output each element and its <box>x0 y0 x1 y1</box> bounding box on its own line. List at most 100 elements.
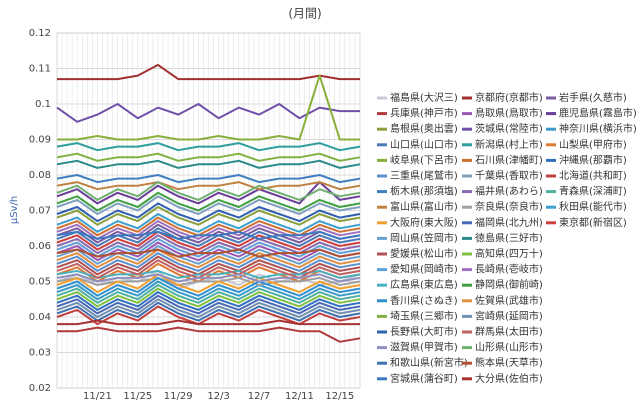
series-line <box>56 248 361 269</box>
series-line <box>57 63 360 81</box>
legend-label: 群馬県(太田市) <box>475 325 543 338</box>
legend-label: 茨城県(常陸市) <box>475 122 543 135</box>
y-tick-label: 0.07 <box>29 206 51 217</box>
legend-label: 広島県(東広島) <box>390 278 458 291</box>
x-tick-label: 11/29 <box>164 391 193 400</box>
x-tick-label: 12/3 <box>207 391 229 400</box>
legend-label: 静岡県(御前崎) <box>475 278 543 291</box>
series-line <box>56 280 361 301</box>
legend-label: 和歌山県(新宮市) <box>390 356 468 369</box>
legend-label: 宮城県(蒲谷町) <box>390 372 458 385</box>
legend-label: 愛知県(岡崎市) <box>390 263 458 276</box>
legend-label: 鹿児島県(霧島市) <box>559 107 637 120</box>
series-line <box>56 202 361 223</box>
legend-label: 山形県(山形市) <box>475 341 543 354</box>
y-tick-label: 0.06 <box>29 241 51 252</box>
y-tick-label: 0.12 <box>29 28 51 39</box>
x-tick-label: 12/15 <box>325 391 354 400</box>
legend-label: 福岡県(北九州) <box>475 216 543 229</box>
series-line <box>56 276 361 286</box>
legend-label: 埼玉県(三郷市) <box>390 309 458 322</box>
legend-label: 沖縄県(那覇市) <box>559 153 627 166</box>
legend-label: 宮崎県(延岡市) <box>475 309 543 322</box>
legend-label: 三重県(尾鷲市) <box>390 169 458 182</box>
series-line <box>56 227 361 247</box>
y-tick-label: 0.02 <box>29 383 51 394</box>
legend-label: 北海道(共和町) <box>559 169 627 182</box>
series-line <box>56 255 361 276</box>
series-line <box>56 301 361 322</box>
series-line <box>56 152 361 162</box>
legend-label: 秋田県(能代市) <box>559 200 627 213</box>
legend-label: 栃木県(那須塩) <box>390 185 458 198</box>
legend-label: 高知県(四万十) <box>475 247 543 260</box>
series-line <box>57 74 360 141</box>
legend-label: 京都府(京都市) <box>475 91 543 104</box>
legend-label: 石川県(津幡町) <box>475 153 543 166</box>
series-line <box>56 206 361 226</box>
legend-label: 佐賀県(武雄市) <box>475 294 543 307</box>
series-line <box>56 259 361 279</box>
series-line <box>56 230 361 251</box>
y-tick-label: 0.05 <box>29 277 51 288</box>
chart-title: (月間) <box>288 7 321 21</box>
legend-label: 鳥取県(鳥取市) <box>475 107 543 120</box>
legend-label: 岡山県(笠岡市) <box>390 231 458 244</box>
legend-label: 千葉県(香取市) <box>475 169 543 182</box>
series-line <box>56 248 361 258</box>
series-line <box>56 159 361 169</box>
y-tick-label: 0.1 <box>35 99 51 110</box>
legend-label: 岩手県(久慈市) <box>559 91 627 104</box>
legend-label: 大阪府(東大阪) <box>390 216 458 229</box>
legend-label: 新潟県(村上市) <box>475 138 543 151</box>
series-line <box>57 319 360 326</box>
x-tick-label: 12/7 <box>248 391 270 400</box>
legend-label: 東京都(新宿区) <box>559 216 627 229</box>
legend-label: 山口県(山口市) <box>390 138 458 151</box>
y-axis-label: μSv/h <box>9 196 20 224</box>
y-tick-label: 0.04 <box>29 312 51 323</box>
series-line <box>56 291 361 311</box>
legend-label: 富山県(富山市) <box>390 200 458 213</box>
series-line <box>56 181 361 191</box>
y-tick-label: 0.08 <box>29 170 51 181</box>
legend-label: 愛媛県(松山市) <box>390 247 458 260</box>
series-line <box>56 276 361 297</box>
series-line <box>57 326 361 343</box>
series-line <box>56 234 361 255</box>
legend-label: 奈良県(奈良市) <box>475 200 543 213</box>
x-tick-label: 11/25 <box>123 391 152 400</box>
series-line <box>56 284 361 304</box>
x-tick-label: 12/11 <box>285 391 314 400</box>
y-tick-label: 0.11 <box>29 64 51 75</box>
legend-label: 青森県(深浦町) <box>559 185 627 198</box>
legend-label: 滋賀県(甲賀市) <box>390 341 458 354</box>
series-line <box>56 191 361 212</box>
legend-label: 徳島県(三好市) <box>475 231 543 244</box>
series-line <box>56 230 361 240</box>
series-line <box>56 269 361 290</box>
legend-label: 香川県(さぬき) <box>390 295 458 307</box>
legend-label: 福井県(あわら) <box>475 185 543 198</box>
series-line <box>56 273 361 283</box>
legend: 福島県(大沢三) 京都府(京都市) 岩手県(久慈市) 兵庫県(神戸市) 鳥取県(鳥取市)… <box>377 91 637 385</box>
series-line <box>56 273 361 294</box>
series-line <box>56 245 361 265</box>
series-line <box>56 174 361 184</box>
series-line <box>56 181 361 201</box>
series-line <box>56 294 361 315</box>
legend-label: 長崎県(壱岐市) <box>475 263 543 276</box>
x-tick-label: 11/21 <box>83 391 112 400</box>
series-line <box>56 181 361 205</box>
legend-label: 山梨県(甲府市) <box>559 138 627 151</box>
legend-label: 熊本県(天草市) <box>475 356 543 369</box>
series-line <box>56 287 361 308</box>
series-line <box>56 142 361 152</box>
legend-label: 岐阜県(下呂市) <box>390 153 458 166</box>
series-line <box>56 305 361 326</box>
legend-label: 大分県(佐伯市) <box>475 372 543 385</box>
series-line <box>56 216 361 237</box>
series-line <box>56 213 361 233</box>
legend-label: 福島県(大沢三) <box>390 91 458 104</box>
